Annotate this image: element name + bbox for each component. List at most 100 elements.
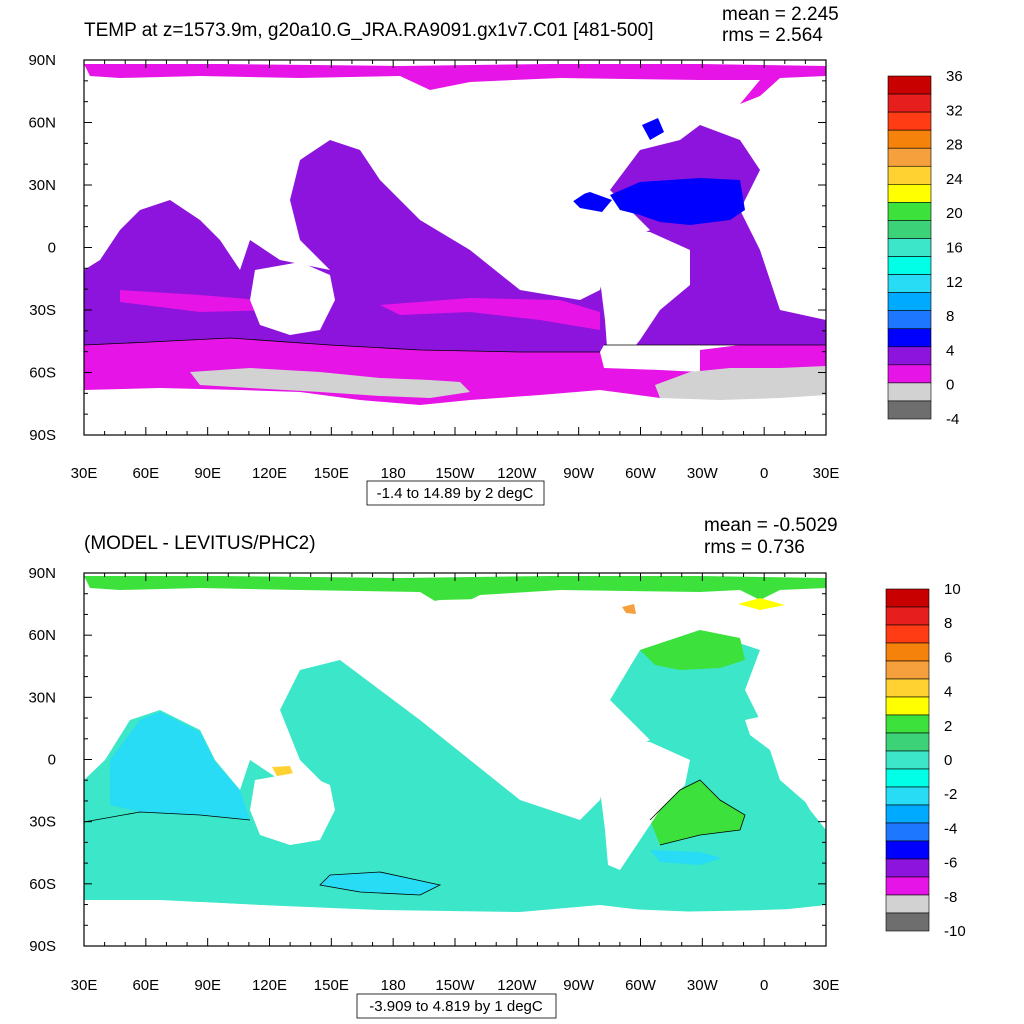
lon-label: 30W — [687, 977, 719, 994]
bottom-contour-1 — [83, 811, 251, 823]
colorbar-segment — [885, 804, 930, 824]
colorbar-segment — [885, 912, 930, 932]
panel-top: TEMP at z=1573.9m, g20a10.G_JRA.RA9091.g… — [28, 4, 963, 506]
colorbar-segment — [885, 768, 930, 788]
top-map — [83, 60, 826, 435]
bottom-arctic — [84, 576, 826, 610]
colorbar-label: 10 — [944, 581, 961, 598]
lon-label: 150W — [435, 465, 475, 482]
top-gulf-blue — [570, 192, 612, 212]
colorbar-label: -8 — [944, 889, 957, 906]
bottom-southern-band — [320, 872, 440, 895]
colorbar-segment — [887, 328, 932, 348]
bottom-north-america — [380, 598, 640, 730]
colorbar-segment — [885, 696, 930, 716]
bottom-colorbar: 10 8 6 4 2 0 -2 -4 -6 -8 -10 — [885, 581, 966, 940]
lon-label: 180 — [381, 465, 406, 482]
lat-label: 90S — [29, 938, 56, 955]
lat-label: 60S — [29, 365, 56, 382]
bottom-rms-label: rms = 0.736 — [704, 537, 805, 558]
top-lat-labels: 90N 60N 30N 0 30S 60S 90S — [28, 52, 56, 444]
top-mean-label: mean = 2.245 — [722, 4, 839, 25]
colorbar-segment — [885, 678, 930, 698]
colorbar-segment — [887, 75, 932, 95]
colorbar-label: 6 — [944, 649, 952, 666]
lat-label: 30S — [29, 814, 56, 831]
top-range-label: -1.4 to 14.89 by 2 degC — [377, 485, 534, 502]
colorbar-segment — [887, 310, 932, 330]
lat-label: 30N — [28, 177, 56, 194]
panel-bottom: (MODEL - LEVITUS/PHC2) mean = -0.5029 rm… — [28, 515, 966, 1019]
lon-label: 90W — [563, 977, 595, 994]
lat-label: 30S — [29, 302, 56, 319]
bottom-lat-labels: 90N 60N 30N 0 30S 60S 90S — [28, 565, 56, 955]
colorbar-label: 36 — [946, 68, 963, 85]
colorbar-label: 8 — [946, 308, 954, 325]
colorbar-segment — [887, 202, 932, 221]
bottom-ticks — [83, 572, 827, 947]
colorbar-segment — [887, 274, 932, 293]
top-colorbar: 36 32 28 24 20 16 12 8 4 0 -4 — [887, 68, 963, 428]
top-ocean-pink-ribbon-2 — [380, 298, 600, 330]
colorbar-label: 0 — [946, 377, 954, 394]
lon-label: 90E — [194, 465, 221, 482]
lon-label: 150W — [435, 977, 475, 994]
top-south-america — [590, 230, 690, 365]
colorbar-segment — [885, 876, 930, 896]
top-atlantic-blue — [610, 178, 745, 225]
colorbar-segment — [885, 732, 930, 752]
bottom-ocean-main — [84, 630, 826, 912]
colorbar-segment — [885, 624, 930, 644]
lat-label: 30N — [28, 689, 56, 706]
colorbar-segment — [887, 220, 932, 239]
colorbar-label: -4 — [946, 411, 959, 428]
lat-label: 60N — [28, 115, 56, 132]
lon-label: 120E — [252, 465, 287, 482]
lon-label: 60W — [625, 465, 657, 482]
lat-label: 0 — [48, 240, 56, 257]
colorbar-segment — [887, 256, 932, 275]
colorbar-segment — [885, 606, 930, 626]
top-labrador-blue — [642, 118, 664, 140]
colorbar-label: -4 — [944, 820, 957, 837]
lon-label: 150E — [314, 977, 349, 994]
bottom-title: (MODEL - LEVITUS/PHC2) — [84, 533, 316, 554]
lon-label: 120E — [252, 977, 287, 994]
lon-label: 90W — [563, 465, 595, 482]
top-eurasia — [84, 80, 400, 230]
colorbar-segment — [885, 858, 930, 878]
colorbar-label: 2 — [944, 718, 952, 735]
lon-label: 150E — [314, 465, 349, 482]
colorbar-segment — [885, 894, 930, 914]
colorbar-segment — [887, 292, 932, 311]
top-africa — [745, 200, 826, 320]
bottom-south-america — [590, 740, 690, 870]
top-australia — [250, 262, 335, 335]
colorbar-segment — [885, 822, 930, 842]
lon-label: 0 — [760, 977, 768, 994]
top-title: TEMP at z=1573.9m, g20a10.G_JRA.RA9091.g… — [84, 20, 653, 41]
bottom-australia — [250, 772, 335, 845]
colorbar-label: 12 — [946, 274, 963, 291]
top-rms-label: rms = 2.564 — [722, 25, 823, 46]
colorbar-segment — [887, 129, 932, 149]
colorbar-segment — [885, 642, 930, 662]
lon-label: 0 — [760, 465, 768, 482]
colorbar-label: 20 — [946, 205, 963, 222]
lon-label: 90E — [194, 977, 221, 994]
colorbar-segment — [887, 400, 932, 420]
colorbar-segment — [887, 364, 932, 384]
bottom-yellow-spot — [738, 598, 785, 610]
top-lon-labels: 30E 60E 90E 120E 150E 180 150W 120W 90W 60W 30W 0 30… — [71, 465, 840, 482]
colorbar-segment — [887, 238, 932, 257]
lat-label: 90N — [28, 565, 56, 582]
colorbar-segment — [887, 111, 932, 131]
colorbar-label: -2 — [944, 786, 957, 803]
top-ticks — [83, 59, 827, 436]
lon-label: 30E — [813, 465, 840, 482]
colorbar-label: -6 — [944, 855, 957, 872]
bottom-indian — [110, 712, 250, 820]
lon-label: 30W — [687, 465, 719, 482]
lat-label: 90N — [28, 52, 56, 69]
